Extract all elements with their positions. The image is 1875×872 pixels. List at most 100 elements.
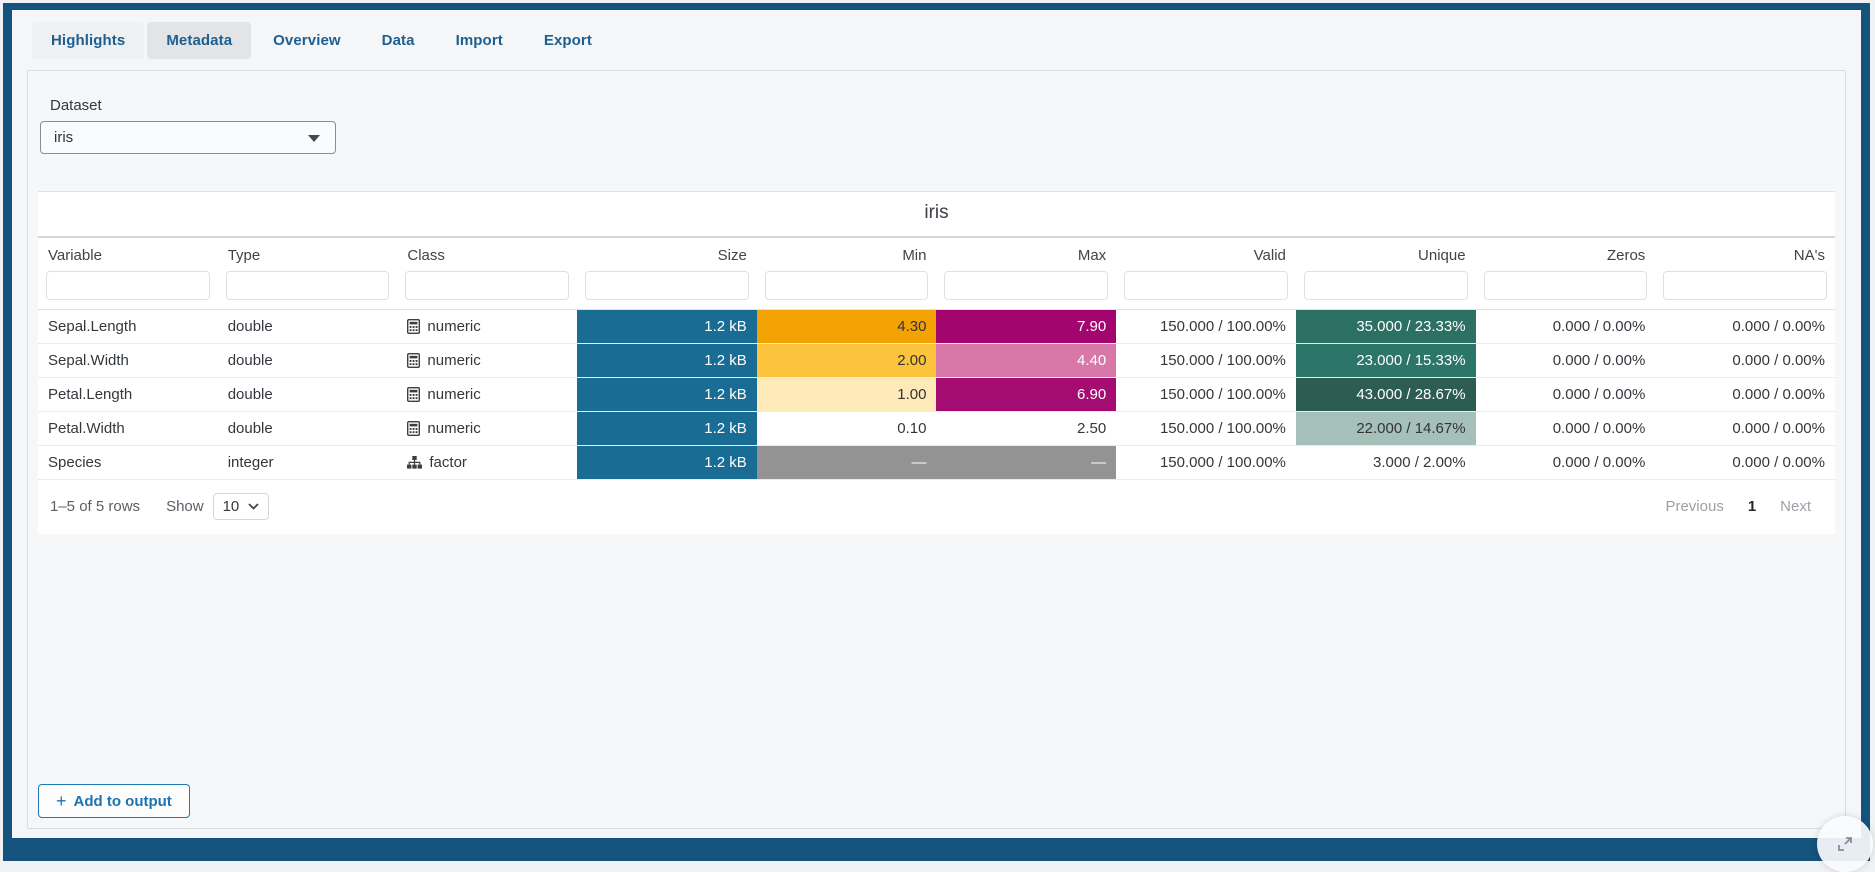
column-header-variable[interactable]: Variable <box>38 247 218 264</box>
column-header-zeros[interactable]: Zeros <box>1476 247 1656 264</box>
cell-min: 1.00 <box>757 378 937 411</box>
cell-unique: 35.000 / 23.33% <box>1296 310 1476 343</box>
column-header-max[interactable]: Max <box>936 247 1116 264</box>
pagination-bar: 1–5 of 5 rows Show 10 Previous 1 Next <box>38 480 1835 534</box>
calculator-icon <box>407 353 420 368</box>
cell-valid: 150.000 / 100.00% <box>1116 412 1296 445</box>
cell-type: integer <box>218 446 398 479</box>
cell-nas: 0.000 / 0.00% <box>1655 412 1835 445</box>
cell-nas: 0.000 / 0.00% <box>1655 446 1835 479</box>
dataset-select[interactable]: iris <box>40 121 336 154</box>
tab-highlights[interactable]: Highlights <box>32 22 144 59</box>
filter-cell-nas <box>1655 271 1835 300</box>
cell-valid: 150.000 / 100.00% <box>1116 344 1296 377</box>
filter-cell-unique <box>1296 271 1476 300</box>
column-header-min[interactable]: Min <box>757 247 937 264</box>
add-to-output-label: Add to output <box>74 793 172 810</box>
filter-input-zeros[interactable] <box>1484 271 1648 300</box>
calculator-icon <box>407 319 420 334</box>
filter-input-size[interactable] <box>585 271 749 300</box>
filter-input-class[interactable] <box>405 271 569 300</box>
cell-min: — <box>757 446 937 479</box>
cell-type: double <box>218 310 398 343</box>
filter-input-nas[interactable] <box>1663 271 1827 300</box>
cell-class: numeric <box>397 378 577 411</box>
dataset-label: Dataset <box>50 97 1845 114</box>
cell-class: numeric <box>397 344 577 377</box>
page-size-select[interactable]: 10 <box>213 493 270 520</box>
dataset-select-value: iris <box>54 129 73 146</box>
filter-cell-zeros <box>1476 271 1656 300</box>
filter-input-min[interactable] <box>765 271 929 300</box>
filter-input-variable[interactable] <box>46 271 210 300</box>
pagination-controls: Previous 1 Next <box>1665 498 1823 515</box>
cell-variable: Sepal.Length <box>38 310 218 343</box>
cell-max: 7.90 <box>936 310 1116 343</box>
cell-variable: Petal.Length <box>38 378 218 411</box>
tab-data[interactable]: Data <box>363 22 434 59</box>
cell-zeros: 0.000 / 0.00% <box>1476 344 1656 377</box>
column-header-type[interactable]: Type <box>218 247 398 264</box>
cell-nas: 0.000 / 0.00% <box>1655 378 1835 411</box>
cell-variable: Petal.Width <box>38 412 218 445</box>
expand-icon <box>1834 833 1856 855</box>
cell-zeros: 0.000 / 0.00% <box>1476 378 1656 411</box>
filter-input-max[interactable] <box>944 271 1108 300</box>
cell-type: double <box>218 378 398 411</box>
filter-cell-max <box>936 271 1116 300</box>
filter-input-unique[interactable] <box>1304 271 1468 300</box>
cell-unique: 3.000 / 2.00% <box>1296 446 1476 479</box>
cell-max: 6.90 <box>936 378 1116 411</box>
previous-page-button[interactable]: Previous <box>1665 498 1723 515</box>
plus-icon: + <box>56 792 67 810</box>
column-header-size[interactable]: Size <box>577 247 757 264</box>
cell-size: 1.2 kB <box>577 412 757 445</box>
cell-min: 2.00 <box>757 344 937 377</box>
cell-valid: 150.000 / 100.00% <box>1116 446 1296 479</box>
column-header-valid[interactable]: Valid <box>1116 247 1296 264</box>
filter-input-valid[interactable] <box>1124 271 1288 300</box>
tab-metadata[interactable]: Metadata <box>147 22 251 59</box>
page-size-label: Show <box>166 498 204 515</box>
expand-button[interactable] <box>1817 816 1873 872</box>
column-header-class[interactable]: Class <box>397 247 577 264</box>
chevron-down-icon <box>248 503 259 510</box>
add-to-output-button[interactable]: + Add to output <box>38 784 190 818</box>
cell-zeros: 0.000 / 0.00% <box>1476 310 1656 343</box>
current-page[interactable]: 1 <box>1748 498 1756 515</box>
tab-import[interactable]: Import <box>437 22 522 59</box>
cell-unique: 43.000 / 28.67% <box>1296 378 1476 411</box>
filter-cell-class <box>397 271 577 300</box>
column-header-unique[interactable]: Unique <box>1296 247 1476 264</box>
cell-class: numeric <box>397 412 577 445</box>
tab-overview[interactable]: Overview <box>254 22 360 59</box>
cell-size: 1.2 kB <box>577 446 757 479</box>
column-header-nas[interactable]: NA's <box>1655 247 1835 264</box>
cell-zeros: 0.000 / 0.00% <box>1476 412 1656 445</box>
filter-input-type[interactable] <box>226 271 390 300</box>
sitemap-icon <box>407 456 422 469</box>
cell-type: double <box>218 412 398 445</box>
calculator-icon <box>407 421 420 436</box>
tab-export[interactable]: Export <box>525 22 611 59</box>
calculator-icon <box>407 387 420 402</box>
table-filter-row <box>38 269 1835 310</box>
filter-cell-size <box>577 271 757 300</box>
cell-valid: 150.000 / 100.00% <box>1116 378 1296 411</box>
cell-variable: Sepal.Width <box>38 344 218 377</box>
cell-variable: Species <box>38 446 218 479</box>
cell-min: 0.10 <box>757 412 937 445</box>
filter-cell-min <box>757 271 937 300</box>
next-page-button[interactable]: Next <box>1780 498 1811 515</box>
chevron-down-icon <box>308 135 320 142</box>
filter-cell-variable <box>38 271 218 300</box>
cell-size: 1.2 kB <box>577 378 757 411</box>
